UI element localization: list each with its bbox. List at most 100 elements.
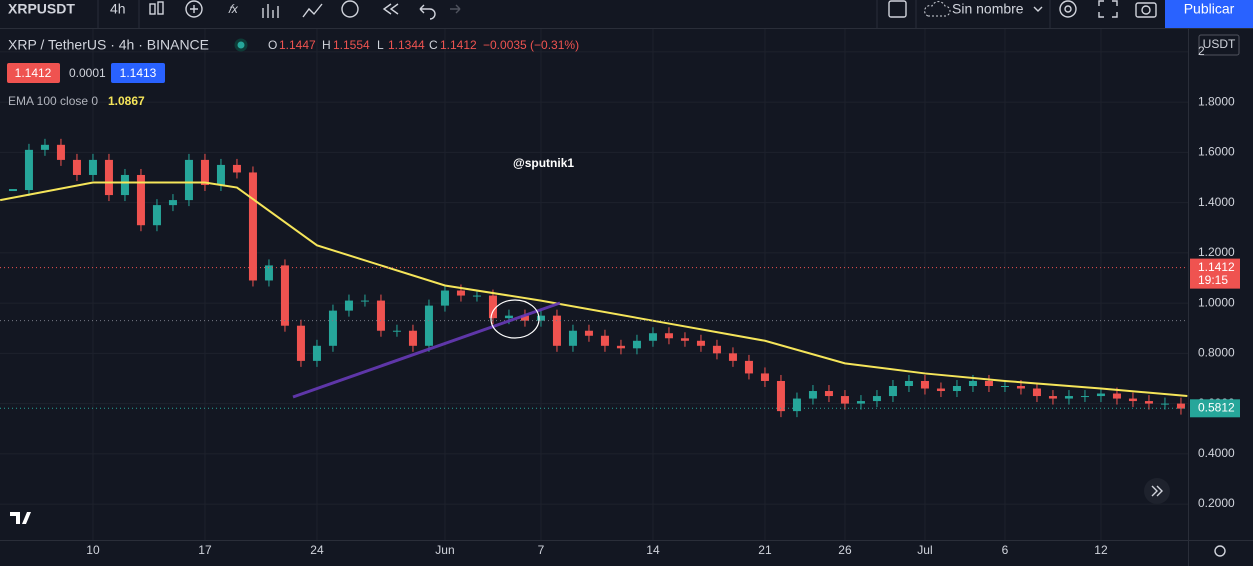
candle bbox=[1112, 393, 1121, 399]
candle bbox=[440, 290, 449, 306]
sell-box[interactable] bbox=[7, 63, 60, 83]
fullscreen-icon[interactable] bbox=[1098, 0, 1118, 18]
ohlc-key: L bbox=[377, 38, 384, 52]
x-tick-label: Jun bbox=[435, 543, 454, 557]
templates-icon[interactable] bbox=[262, 4, 279, 18]
watermark: @sputnik1 bbox=[513, 156, 574, 170]
candle bbox=[56, 144, 65, 160]
price-label-box bbox=[1190, 399, 1240, 418]
candle bbox=[984, 380, 993, 386]
candle bbox=[1016, 385, 1025, 389]
settings-icon[interactable] bbox=[1059, 0, 1077, 18]
x-tick-label: 10 bbox=[86, 543, 100, 557]
toolbar-bg bbox=[0, 0, 1253, 28]
sell-price[interactable]: 1.1412 bbox=[15, 66, 52, 80]
candle bbox=[200, 159, 209, 186]
indicator-name: EMA 100 close 0 bbox=[8, 94, 98, 108]
circle-drawing[interactable] bbox=[490, 299, 540, 339]
publish-button[interactable] bbox=[1165, 0, 1253, 28]
candle bbox=[392, 330, 401, 332]
compare-icon[interactable] bbox=[302, 3, 323, 18]
candle bbox=[728, 353, 737, 361]
candle bbox=[1160, 403, 1169, 405]
candle bbox=[488, 295, 497, 319]
interval[interactable]: 4h bbox=[110, 1, 126, 17]
currency-box[interactable] bbox=[1198, 34, 1240, 56]
candle-type-icon[interactable] bbox=[149, 1, 164, 15]
candle bbox=[296, 325, 305, 361]
undo-icon[interactable] bbox=[419, 4, 436, 20]
price-label: 0.5812 bbox=[1198, 400, 1235, 414]
ohlc-value: 1.1412 bbox=[440, 38, 477, 52]
x-tick-label: 21 bbox=[758, 543, 772, 557]
candle bbox=[1096, 393, 1105, 397]
x-tick-label: 26 bbox=[838, 543, 852, 557]
lens bbox=[1141, 5, 1151, 15]
indicator-add-icon[interactable] bbox=[185, 0, 203, 18]
chevron[interactable] bbox=[1033, 6, 1043, 12]
candle bbox=[696, 340, 705, 346]
x-tick-label: 6 bbox=[1002, 543, 1009, 557]
x-tick-label: 17 bbox=[198, 543, 212, 557]
ohlc-key: H bbox=[322, 38, 331, 52]
layout-icon[interactable] bbox=[888, 0, 907, 18]
axis-settings-icon[interactable] bbox=[1214, 545, 1226, 557]
candle bbox=[344, 300, 353, 311]
spread: 0.0001 bbox=[69, 66, 106, 80]
x-tick-label: 14 bbox=[646, 543, 660, 557]
candle bbox=[424, 305, 433, 346]
candle bbox=[536, 315, 545, 321]
candle bbox=[840, 396, 849, 404]
plus bbox=[190, 5, 198, 13]
redo-icon[interactable] bbox=[450, 4, 461, 14]
candle bbox=[712, 345, 721, 354]
x-tick-label: 12 bbox=[1094, 543, 1108, 557]
y-tick-label: 1.6000 bbox=[1198, 145, 1235, 159]
y-tick-label: 0.2000 bbox=[1198, 496, 1235, 510]
indicator-value: 1.0867 bbox=[108, 94, 145, 108]
layout-name[interactable]: Sin nombre bbox=[952, 1, 1024, 17]
candle bbox=[808, 391, 817, 399]
candle bbox=[456, 290, 465, 296]
indicators-icon[interactable]: 𝑓x bbox=[228, 2, 239, 16]
candle bbox=[520, 315, 529, 321]
price-label: 1.1412 bbox=[1198, 260, 1235, 274]
candle bbox=[376, 300, 385, 331]
candle bbox=[776, 380, 785, 412]
trend-line[interactable] bbox=[292, 301, 561, 399]
ema-line bbox=[0, 181, 1188, 398]
candle bbox=[872, 396, 881, 402]
candle bbox=[888, 385, 897, 397]
candle bbox=[328, 310, 337, 346]
publish-label[interactable]: Publicar bbox=[1184, 1, 1235, 17]
buy-price[interactable]: 1.1413 bbox=[120, 66, 157, 80]
candle bbox=[632, 340, 641, 349]
candle bbox=[472, 295, 481, 297]
cloud-icon bbox=[924, 1, 951, 17]
currency[interactable]: USDT bbox=[1203, 37, 1236, 51]
candle bbox=[1144, 401, 1153, 404]
candle bbox=[232, 164, 241, 173]
y-tick-label: 1.2000 bbox=[1198, 245, 1235, 259]
candle bbox=[408, 330, 417, 346]
candle bbox=[568, 330, 577, 346]
replay-icon[interactable] bbox=[382, 3, 399, 15]
candle bbox=[680, 338, 689, 341]
alert-icon[interactable] bbox=[341, 0, 359, 18]
symbol[interactable]: XRPUSDT bbox=[8, 1, 75, 17]
buy-box[interactable] bbox=[111, 63, 165, 83]
snapshot-icon[interactable] bbox=[1135, 2, 1157, 18]
candle bbox=[216, 164, 225, 186]
candle bbox=[1064, 396, 1073, 399]
price-label-box bbox=[1190, 258, 1240, 289]
change: −0.0035 (−0.31%) bbox=[483, 38, 579, 52]
y-tick-label: 0.8000 bbox=[1198, 346, 1235, 360]
candle bbox=[168, 200, 177, 206]
candle bbox=[280, 265, 289, 326]
candle bbox=[664, 333, 673, 339]
x-tick-label: Jul bbox=[917, 543, 932, 557]
candle bbox=[120, 174, 129, 196]
candle bbox=[600, 335, 609, 346]
ohlc-key: C bbox=[429, 38, 438, 52]
